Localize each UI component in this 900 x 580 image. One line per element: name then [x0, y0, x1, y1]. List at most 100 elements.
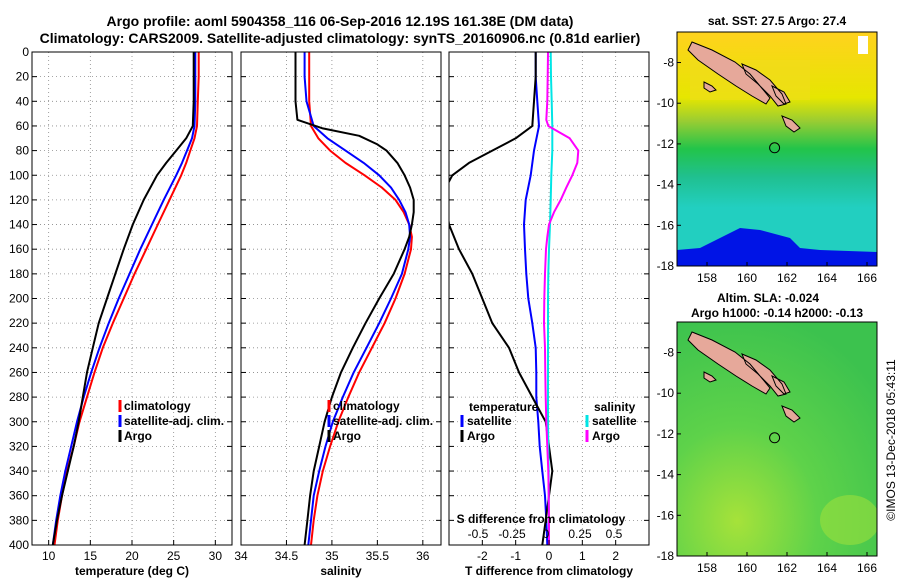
legend-label: satellite-adj. clim. — [124, 414, 224, 428]
sst-map-frame — [676, 31, 878, 267]
y-tick-label: 280 — [9, 390, 29, 404]
x-tick-label: 0 — [546, 549, 553, 563]
x-tick-label: 10 — [42, 549, 56, 563]
y-tick-label: 220 — [9, 316, 29, 330]
x-tick-label: 35.5 — [366, 549, 390, 563]
series-line-temperature-argo — [449, 52, 554, 545]
series-group — [51, 52, 200, 545]
map-y-tick-label: -10 — [657, 96, 675, 110]
x-tick-label: 25 — [167, 549, 181, 563]
map-x-tick-label: 160 — [737, 561, 757, 575]
difference-panel: -2 -1 0 1 2T difference from climatology temp… — [448, 51, 650, 578]
x-tick-label: 15 — [84, 549, 98, 563]
series-line-satellite-adj-clim — [51, 52, 197, 545]
salinity-panel: 34 34.5 35 35.5 36 salinity climatologysatelli… — [234, 51, 442, 578]
map-y-tick-label: -8 — [663, 56, 674, 70]
map-y-tick-label: -18 — [657, 259, 675, 273]
x-axis-label: temperature (deg C) — [75, 564, 189, 578]
map-y-tick-label: -14 — [657, 468, 675, 482]
x-tick-label: 36 — [416, 549, 430, 563]
series-line-salinity-argo — [543, 52, 580, 545]
sst-map-axes: 158 160 162 164 166 -8 -10 -12 -14 -16 -18 — [657, 56, 878, 285]
sla-map-subtitle: Argo h1000: -0.14 h2000: -0.13 — [691, 306, 863, 320]
x-tick-label: 20 — [125, 549, 139, 563]
map-y-tick-label: -14 — [657, 178, 675, 192]
title-line-1: Argo profile: aoml 5904358_116 06-Sep-20… — [107, 13, 574, 29]
y-tick-label: 360 — [9, 489, 29, 503]
sst-land — [687, 41, 801, 133]
map-x-tick-label: 160 — [737, 271, 757, 285]
x2-tick-label: 0.25 — [568, 527, 592, 541]
legend-label: climatology — [333, 399, 400, 413]
x-tick-label: 30 — [209, 549, 223, 563]
x2-tick-label: 0 — [543, 527, 550, 541]
map-x-tick-label: 166 — [857, 561, 877, 575]
sla-map-title: Altim. SLA: -0.024 — [717, 291, 819, 305]
legend-title-salinity: salinity — [594, 400, 636, 414]
legend-label: Argo — [124, 429, 152, 443]
map-y-tick-label: -8 — [663, 346, 674, 360]
temperature-panel: 0 20 40 60 80 100 120 140 160 180 200 220 240 260 280 3… — [9, 45, 233, 578]
legend-label: Argo — [467, 429, 495, 443]
series-group — [294, 52, 415, 545]
series-line-satellite-adj-clim — [303, 52, 412, 545]
map-x-tick-label: 158 — [697, 561, 717, 575]
x-axis-label: salinity — [320, 564, 362, 578]
map-x-tick-label: 158 — [697, 271, 717, 285]
x-tick-label: 34 — [234, 549, 248, 563]
y-tick-label: 340 — [9, 464, 29, 478]
legend-label: satellite — [467, 414, 512, 428]
sla-land — [687, 331, 801, 423]
x2-tick-label: -0.25 — [498, 527, 526, 541]
x-tick-label: 2 — [612, 549, 619, 563]
map-y-tick-label: -18 — [657, 549, 675, 563]
x-tick-label: -1 — [510, 549, 521, 563]
map-y-tick-label: -12 — [657, 137, 675, 151]
y-tick-label: 180 — [9, 267, 29, 281]
title-line-2: Climatology: CARS2009. Satellite-adjuste… — [40, 30, 641, 46]
sst-map-title: sat. SST: 27.5 Argo: 27.4 — [708, 14, 847, 28]
x-tick-label: -2 — [477, 549, 488, 563]
y-tick-label: 0 — [22, 45, 29, 59]
series-line-argo — [294, 52, 415, 545]
y-tick-label: 300 — [9, 415, 29, 429]
x2-axis-label: S difference from climatology — [457, 512, 626, 526]
y-tick-label: 160 — [9, 242, 29, 256]
argo-position-marker — [769, 142, 781, 154]
y-tick-label: 400 — [9, 538, 29, 552]
y-tick-label: 380 — [9, 513, 29, 527]
map-y-tick-label: -16 — [657, 508, 675, 522]
x-tick-label: 1 — [579, 549, 586, 563]
map-y-tick-label: -16 — [657, 218, 675, 232]
x-tick-label: 35 — [325, 549, 339, 563]
legend-label: Argo — [333, 429, 361, 443]
legend-label: climatology — [124, 399, 191, 413]
map-x-tick-label: 162 — [777, 561, 797, 575]
series-line-climatology — [308, 52, 413, 545]
credit-text: ©IMOS 13-Dec-2018 05:43:11 — [884, 359, 898, 521]
map-y-tick-label: -12 — [657, 427, 675, 441]
y-tick-label: 200 — [9, 292, 29, 306]
sst-cold-region — [677, 228, 877, 266]
map-x-tick-label: 166 — [857, 271, 877, 285]
series-group — [449, 52, 580, 545]
sla-high-patch — [820, 495, 877, 545]
map-x-tick-label: 164 — [817, 561, 837, 575]
x2-tick-label: -0.5 — [468, 527, 489, 541]
series-line-argo — [51, 52, 195, 545]
sla-map — [677, 322, 877, 556]
y-tick-label: 140 — [9, 218, 29, 232]
y-tick-label: 320 — [9, 439, 29, 453]
map-x-tick-label: 162 — [777, 271, 797, 285]
y-tick-label: 20 — [16, 70, 30, 84]
y-tick-label: 120 — [9, 193, 29, 207]
y-tick-label: 40 — [16, 94, 30, 108]
legend-label: Argo — [592, 429, 620, 443]
map-y-tick-label: -10 — [657, 386, 675, 400]
series-line-temperature-satellite — [523, 52, 549, 545]
sla-map-axes: 158 160 162 164 166 -8 -10 -12 -14 -16 -18 — [657, 346, 878, 575]
sst-no-data — [858, 36, 868, 54]
y-tick-label: 60 — [16, 119, 30, 133]
map-x-tick-label: 164 — [817, 271, 837, 285]
